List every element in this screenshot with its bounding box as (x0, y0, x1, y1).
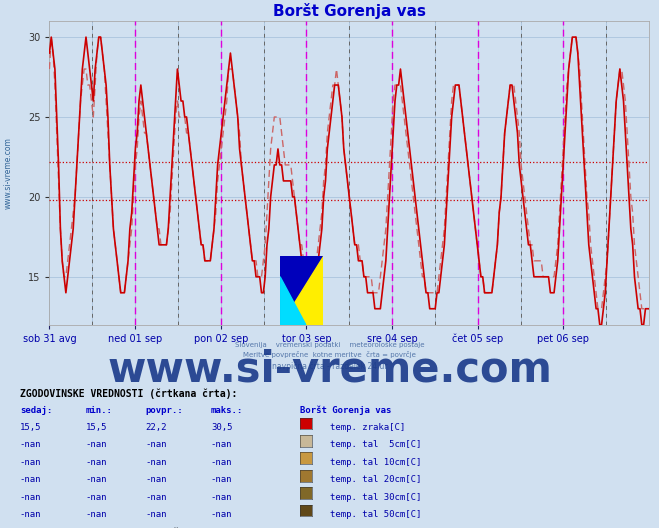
Text: -nan: -nan (211, 493, 233, 502)
Text: -nan: -nan (86, 440, 107, 449)
Text: Boršt Gorenja vas: Boršt Gorenja vas (300, 406, 391, 415)
Text: -nan: -nan (86, 493, 107, 502)
Text: -nan: -nan (145, 458, 167, 467)
Text: -nan: -nan (211, 475, 233, 484)
Text: 15,5: 15,5 (20, 423, 42, 432)
Text: -nan: -nan (211, 440, 233, 449)
Text: Slovenija    vremenski podatki    meteorološke postaje: Slovenija vremenski podatki meteorološke… (235, 341, 424, 347)
Text: temp. tal 20cm[C]: temp. tal 20cm[C] (330, 475, 421, 484)
Text: temp. tal 30cm[C]: temp. tal 30cm[C] (330, 493, 421, 502)
Text: min.:: min.: (86, 406, 113, 414)
Text: sedaj:: sedaj: (20, 406, 52, 414)
Text: www.si-vreme.com: www.si-vreme.com (3, 137, 13, 209)
Text: TRENUTNE VREDNOSTI (polna črta):: TRENUTNE VREDNOSTI (polna črta): (20, 527, 208, 528)
Text: 30,5: 30,5 (211, 423, 233, 432)
Text: 15,5: 15,5 (86, 423, 107, 432)
Text: -nan: -nan (145, 510, 167, 519)
Polygon shape (280, 256, 323, 325)
Text: -nan: -nan (211, 458, 233, 467)
Text: temp. tal 10cm[C]: temp. tal 10cm[C] (330, 458, 421, 467)
Text: -nan: -nan (20, 493, 42, 502)
Text: povpr.:: povpr.: (145, 406, 183, 414)
Text: 22,2: 22,2 (145, 423, 167, 432)
Title: Boršt Gorenja vas: Boršt Gorenja vas (273, 3, 426, 18)
Text: temp. tal 50cm[C]: temp. tal 50cm[C] (330, 510, 421, 519)
Text: maks.:: maks.: (211, 406, 243, 414)
Text: Meritve povprečne  kotne meritve  črta = povrčje: Meritve povprečne kotne meritve črta = p… (243, 351, 416, 358)
Text: www.si-vreme.com: www.si-vreme.com (107, 348, 552, 391)
Text: ZGODOVINSKE VREDNOSTI (črtkana črta):: ZGODOVINSKE VREDNOSTI (črtkana črta): (20, 388, 237, 399)
Text: -nan: -nan (145, 475, 167, 484)
Text: navpična črta - razdelek 24 ur: navpična črta - razdelek 24 ur (272, 362, 387, 371)
Text: -nan: -nan (86, 510, 107, 519)
Text: -nan: -nan (20, 440, 42, 449)
Text: -nan: -nan (86, 475, 107, 484)
Text: -nan: -nan (20, 510, 42, 519)
Text: -nan: -nan (86, 458, 107, 467)
Text: -nan: -nan (145, 493, 167, 502)
Text: -nan: -nan (20, 458, 42, 467)
Polygon shape (280, 277, 306, 325)
Text: -nan: -nan (20, 475, 42, 484)
Text: temp. tal  5cm[C]: temp. tal 5cm[C] (330, 440, 421, 449)
Text: -nan: -nan (211, 510, 233, 519)
Text: temp. zraka[C]: temp. zraka[C] (330, 423, 405, 432)
Text: -nan: -nan (145, 440, 167, 449)
